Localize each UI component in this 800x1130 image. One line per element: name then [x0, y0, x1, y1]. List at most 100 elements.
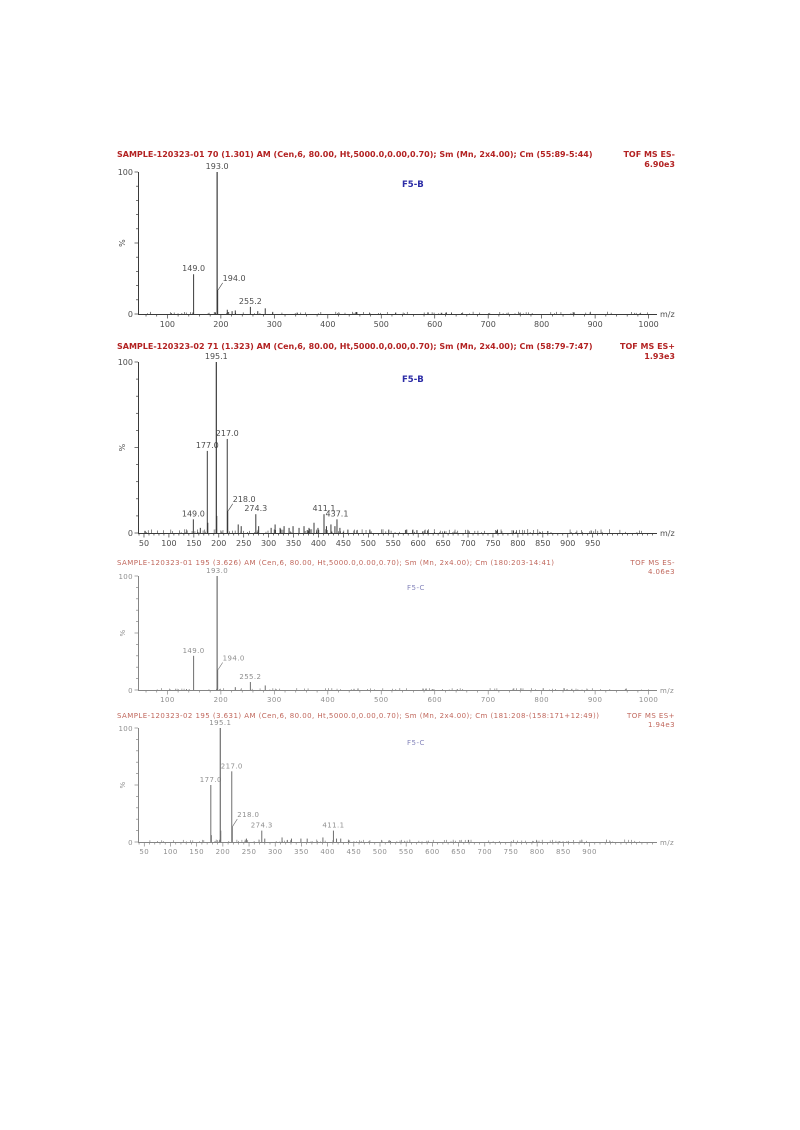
spectrum-panel-1: 100 200 300 400 500 600 700 800 900 1000 m/z 100 0% 1…: [115, 150, 681, 342]
svg-text:700: 700: [460, 539, 475, 548]
svg-text:195.1: 195.1: [205, 352, 228, 361]
svg-text:%: %: [118, 239, 127, 247]
ms-mode-label-1: TOF MS ES-: [623, 150, 675, 159]
mass-spectrum-plot-4: 50 100 150 200 250 300 350 400 450 500 550 600 650 70…: [118, 719, 674, 856]
svg-text:800: 800: [534, 696, 549, 704]
scan-header-3: SAMPLE-120323-01 195 (3.626) AM (Cen,6, …: [117, 559, 555, 567]
svg-text:400: 400: [311, 539, 326, 548]
svg-text:193.0: 193.0: [206, 162, 229, 171]
svg-text:0: 0: [128, 687, 133, 695]
svg-text:m/z: m/z: [660, 529, 675, 538]
ms-mode-label-3: TOF MS ES-: [630, 559, 675, 567]
svg-text:900: 900: [587, 320, 602, 329]
svg-text:437.1: 437.1: [326, 509, 349, 518]
svg-text:500: 500: [374, 320, 389, 329]
svg-text:m/z: m/z: [660, 687, 674, 695]
svg-text:650: 650: [451, 848, 466, 856]
svg-text:194.0: 194.0: [223, 274, 246, 283]
acquisition-info-3: TOF MS ES- 4.06e3: [630, 559, 675, 577]
svg-text:217.0: 217.0: [221, 762, 243, 770]
svg-text:600: 600: [427, 320, 442, 329]
svg-text:700: 700: [481, 320, 496, 329]
svg-text:50: 50: [139, 539, 149, 548]
svg-text:650: 650: [435, 539, 450, 548]
ms-mode-label-2: TOF MS ES+: [620, 342, 675, 351]
svg-text:0: 0: [128, 310, 133, 319]
compound-label-1: F5-B: [402, 180, 424, 190]
svg-text:150: 150: [189, 848, 204, 856]
svg-text:m/z: m/z: [660, 839, 674, 847]
svg-text:350: 350: [294, 848, 309, 856]
svg-text:100: 100: [160, 320, 175, 329]
svg-text:177.0: 177.0: [200, 776, 222, 784]
ms-mode-label-4: TOF MS ES+: [627, 712, 675, 720]
svg-text:400: 400: [321, 696, 336, 704]
spectrum-panel-2: 50 100 150 200 250 300 350 400 450 500 550 600 650 70…: [115, 342, 681, 559]
svg-text:%: %: [118, 443, 127, 451]
svg-text:195.1: 195.1: [209, 719, 231, 727]
svg-text:177.0: 177.0: [196, 441, 219, 450]
svg-text:217.0: 217.0: [216, 429, 239, 438]
svg-text:255.2: 255.2: [239, 673, 261, 681]
svg-text:274.3: 274.3: [244, 504, 267, 513]
svg-text:550: 550: [399, 848, 414, 856]
svg-text:100: 100: [118, 573, 133, 581]
compound-label-2: F5-B: [402, 375, 424, 385]
mass-spectrum-plot-1: 100 200 300 400 500 600 700 800 900 1000m/z1000%1…: [118, 162, 675, 329]
svg-text:1000: 1000: [638, 320, 658, 329]
svg-text:193.0: 193.0: [206, 567, 228, 575]
svg-text:600: 600: [425, 848, 440, 856]
svg-text:411.1: 411.1: [313, 504, 336, 513]
svg-text:%: %: [119, 781, 127, 788]
base-peak-intensity-3: 4.06e3: [647, 568, 675, 577]
svg-text:900: 900: [560, 539, 575, 548]
mass-spectrum-plot-2: 50 100 150 200 250 300 350 400 450 500 550 600 650 70…: [118, 352, 675, 548]
svg-text:149.0: 149.0: [183, 647, 205, 655]
svg-text:149.0: 149.0: [182, 264, 205, 273]
svg-text:50: 50: [139, 848, 149, 856]
svg-text:100: 100: [118, 358, 133, 367]
svg-text:300: 300: [267, 696, 282, 704]
svg-text:100: 100: [160, 696, 175, 704]
scan-header-4: SAMPLE-120323-02 195 (3.631) AM (Cen,6, …: [117, 712, 600, 720]
svg-text:500: 500: [374, 696, 389, 704]
acquisition-info-2: TOF MS ES+ 1.93e3: [620, 342, 675, 363]
svg-text:800: 800: [510, 539, 525, 548]
svg-text:100: 100: [118, 168, 133, 177]
svg-text:218.0: 218.0: [237, 811, 259, 819]
base-peak-intensity-4: 1.94e3: [647, 721, 675, 730]
svg-text:750: 750: [485, 539, 500, 548]
svg-text:900: 900: [582, 848, 597, 856]
svg-text:700: 700: [481, 696, 496, 704]
base-peak-intensity-1: 6.90e3: [644, 160, 675, 170]
acquisition-info-1: TOF MS ES- 6.90e3: [623, 150, 675, 171]
svg-text:149.0: 149.0: [182, 509, 205, 518]
svg-text:411.1: 411.1: [322, 822, 344, 830]
svg-text:900: 900: [588, 696, 603, 704]
svg-text:300: 300: [268, 848, 283, 856]
svg-text:1000: 1000: [639, 696, 658, 704]
svg-text:100: 100: [118, 725, 133, 733]
svg-text:500: 500: [373, 848, 388, 856]
acquisition-info-4: TOF MS ES+ 1.94e3: [627, 712, 675, 730]
svg-text:200: 200: [211, 539, 226, 548]
svg-text:950: 950: [585, 539, 600, 548]
svg-text:%: %: [119, 629, 127, 636]
svg-text:400: 400: [320, 320, 335, 329]
svg-text:600: 600: [411, 539, 426, 548]
svg-text:m/z: m/z: [660, 310, 675, 319]
svg-text:274.3: 274.3: [251, 822, 273, 830]
svg-text:800: 800: [534, 320, 549, 329]
svg-text:550: 550: [386, 539, 401, 548]
svg-text:850: 850: [535, 539, 550, 548]
svg-text:100: 100: [161, 539, 176, 548]
svg-text:0: 0: [128, 839, 133, 847]
svg-text:250: 250: [236, 539, 251, 548]
spectrum-panel-4: 50 100 150 200 250 300 350 400 450 500 550 600 650 70…: [115, 712, 681, 862]
svg-text:450: 450: [347, 848, 362, 856]
mass-spectrum-plot-3: 100 200 300 400 500 600 700 800 900 1000m/z1000%1…: [118, 567, 674, 704]
spectrum-panel-3: 100 200 300 400 500 600 700 800 900 1000 m/z 100 0% 1…: [115, 559, 681, 712]
svg-text:700: 700: [477, 848, 492, 856]
compound-label-4: F5-C: [407, 739, 425, 747]
svg-text:850: 850: [556, 848, 571, 856]
